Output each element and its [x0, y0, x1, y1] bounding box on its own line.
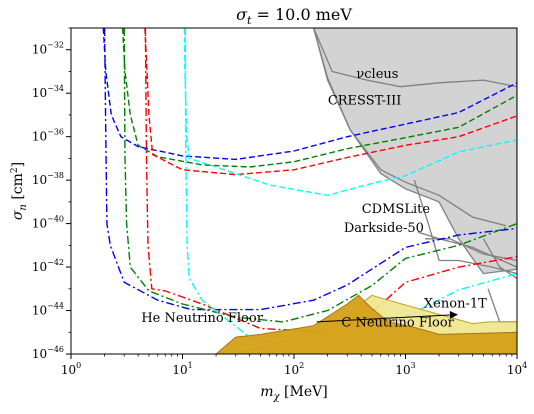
- annotation-arrow-layer: [316, 310, 458, 323]
- annotation-label: CRESST-III: [328, 94, 402, 109]
- experiment-limit-curve: [425, 238, 517, 262]
- series-line-dashdot: [184, 28, 517, 349]
- y-tick-label: 10−36: [32, 128, 64, 144]
- plot-area: [102, 28, 517, 354]
- excluded-region-layer: [312, 28, 517, 275]
- series-line-dashdot: [123, 28, 517, 323]
- annotation-label: CDMSLite: [362, 202, 431, 217]
- x-tick-label: 101: [172, 361, 192, 377]
- neutrino-floor-region: [215, 294, 517, 354]
- axis-ticks-layer: 100 101 102 103 104 10−46 10−44 10−42 10−40 10−38…: [32, 27, 527, 377]
- y-axis-title: σn [cm2]: [10, 162, 29, 220]
- annotation-label: He Neutrino Floor: [141, 311, 263, 326]
- series-line-dashed: [102, 28, 517, 161]
- x-tick-label: 103: [395, 361, 415, 377]
- x-tick-label: 100: [61, 361, 81, 377]
- annotation-label-layer: νcleus CRESST-III CDMSLite Darkside-50 Xenon…: [141, 67, 487, 331]
- experiment-limit-curve: [418, 231, 517, 268]
- experiment-limit-curve: [313, 28, 517, 88]
- neutrino-floor-layer: [215, 294, 517, 354]
- annotation-label: νcleus: [356, 67, 398, 82]
- x-tick-label: 104: [507, 361, 527, 377]
- y-tick-label: 10−40: [32, 215, 64, 231]
- experiment-limit-curve: [312, 28, 507, 227]
- annotation-label: Darkside-50: [344, 221, 424, 236]
- annotation-label: C Neutrino Floor: [341, 316, 454, 331]
- series-line-dashed: [144, 28, 517, 176]
- chart-title: σt = 10.0 meV: [236, 5, 352, 27]
- experiment-limit-curve: [413, 179, 517, 275]
- x-axis-title: mχ [MeV]: [260, 384, 327, 403]
- y-tick-label: 10−38: [32, 171, 64, 187]
- y-tick-label: 10−44: [32, 302, 64, 318]
- y-tick-label: 10−32: [32, 41, 64, 57]
- annotation-label: Xenon-1T: [424, 296, 487, 311]
- y-tick-label: 10−42: [32, 258, 64, 274]
- y-tick-label: 10−46: [32, 345, 64, 361]
- neutrino-floor-arrow: [316, 310, 458, 323]
- series-layer: [102, 28, 517, 349]
- excluded-region: [312, 28, 517, 275]
- experiment-limit-curve: [487, 288, 517, 323]
- series-line-dashdot: [103, 28, 517, 311]
- series-line-dashdot: [144, 28, 517, 334]
- series-line-dashed: [121, 28, 517, 168]
- x-tick-label: 102: [284, 361, 304, 377]
- y-tick-label: 10−34: [32, 84, 64, 100]
- experiment-limits-layer: [312, 28, 517, 323]
